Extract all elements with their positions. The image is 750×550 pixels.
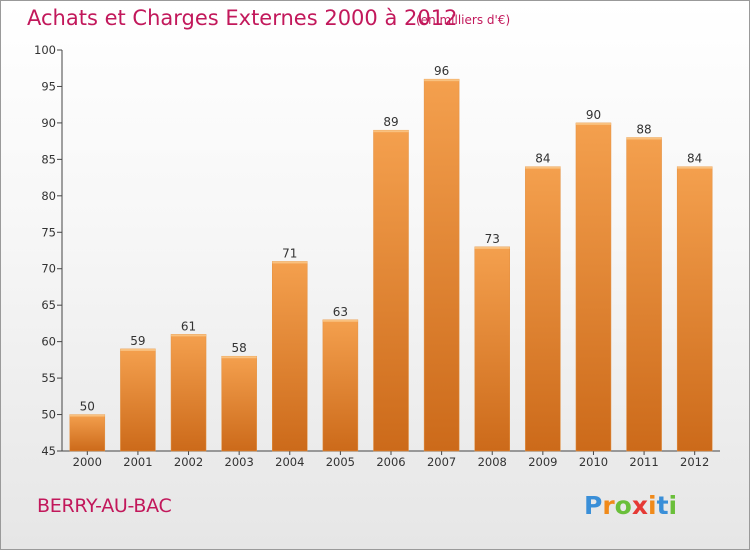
- y-tick-label: 100: [34, 43, 56, 57]
- x-tick-label: 2012: [680, 455, 709, 469]
- chart-title: Achats et Charges Externes 2000 à 2012: [27, 6, 458, 30]
- bar-2004: [272, 261, 308, 452]
- x-tick-label: 2000: [73, 455, 102, 469]
- bar-highlight: [322, 319, 358, 322]
- x-tick-label: 2011: [629, 455, 658, 469]
- data-label-2008: 73: [485, 232, 500, 246]
- y-tick-label: 60: [41, 335, 56, 349]
- x-tick-label: 2007: [427, 455, 456, 469]
- y-tick-label: 55: [41, 371, 56, 385]
- x-tick-label: 2001: [123, 455, 152, 469]
- chart-bars: [69, 78, 713, 452]
- logo-letter: t: [656, 491, 669, 520]
- bar-2005: [322, 319, 359, 452]
- data-label-2012: 84: [687, 152, 702, 166]
- y-tick-label: 85: [41, 152, 56, 166]
- data-label-2004: 71: [282, 246, 297, 260]
- chart-subtitle: (en milliers d'€): [416, 13, 511, 27]
- y-tick-label: 50: [41, 408, 56, 422]
- x-tick-label: 2004: [275, 455, 304, 469]
- data-label-2002: 61: [181, 319, 196, 333]
- y-tick-label: 95: [41, 79, 56, 93]
- data-label-2005: 63: [333, 305, 348, 319]
- bar-highlight: [171, 334, 207, 337]
- bar-highlight: [373, 130, 409, 133]
- x-tick-label: 2003: [225, 455, 254, 469]
- data-label-2006: 89: [383, 115, 398, 129]
- proxiti-logo: Proxiti: [584, 491, 677, 520]
- bar-2003: [221, 355, 257, 452]
- bar-highlight: [474, 246, 510, 249]
- y-tick-label: 80: [41, 189, 56, 203]
- data-label-2003: 58: [232, 341, 247, 355]
- y-tick-label: 75: [41, 225, 56, 239]
- x-tick-label: 2002: [174, 455, 203, 469]
- logo-letter: o: [614, 491, 632, 520]
- logo-letter: x: [631, 491, 648, 520]
- bar-highlight: [525, 166, 561, 169]
- y-tick-label: 70: [41, 262, 56, 276]
- chart-data-labels: 50 59 61 58 71 63 89 96 73 84 90 88 84: [80, 64, 703, 413]
- data-label-2000: 50: [80, 400, 95, 414]
- bar-highlight: [677, 166, 713, 169]
- logo-letter: i: [668, 491, 678, 520]
- bar-highlight: [221, 356, 257, 359]
- x-tick-label: 2006: [376, 455, 405, 469]
- x-tick-label: 2008: [478, 455, 507, 469]
- x-tick-label: 2005: [326, 455, 355, 469]
- bar-2012: [676, 166, 713, 452]
- city-name: BERRY-AU-BAC: [37, 495, 172, 517]
- bar-highlight: [575, 122, 611, 125]
- y-tick-label: 45: [41, 444, 56, 458]
- logo-letter: P: [584, 491, 603, 520]
- data-label-2001: 59: [130, 334, 145, 348]
- bar-highlight: [626, 137, 662, 140]
- bar-2001: [120, 348, 156, 452]
- bar-2010: [575, 122, 612, 452]
- data-label-2011: 88: [636, 122, 651, 136]
- bar-highlight: [69, 414, 105, 417]
- bar-2011: [626, 137, 662, 452]
- bar-2009: [525, 166, 561, 452]
- x-tick-label: 2009: [528, 455, 557, 469]
- logo-letter: i: [648, 491, 657, 520]
- bar-highlight: [120, 348, 156, 351]
- bar-2000: [69, 414, 106, 452]
- x-tick-label: 2010: [579, 455, 608, 469]
- bar-highlight: [424, 79, 460, 82]
- bar-2008: [474, 246, 510, 452]
- bar-2007: [423, 78, 460, 452]
- y-tick-label: 65: [41, 298, 56, 312]
- bar-highlight: [272, 261, 308, 264]
- bar-2006: [373, 129, 409, 452]
- data-label-2010: 90: [586, 108, 601, 122]
- y-tick-label: 90: [41, 116, 56, 130]
- bar-2002: [170, 334, 207, 452]
- data-label-2007: 96: [434, 64, 449, 78]
- logo-letter: r: [602, 491, 615, 520]
- data-label-2009: 84: [535, 152, 550, 166]
